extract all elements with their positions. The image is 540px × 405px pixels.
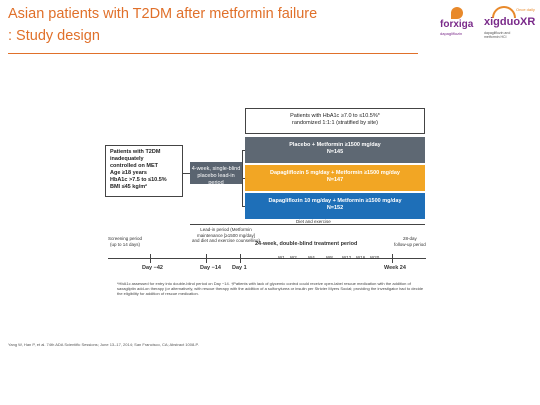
week-w20: W20: [370, 255, 380, 260]
xigduo-logo-tag: Once daily: [516, 7, 535, 12]
week-w12: W12: [342, 255, 352, 260]
footnote: *HbA1c assessed for entry into double-bl…: [117, 281, 424, 297]
timepoint-day-minus42: Day −42: [142, 265, 163, 271]
connector-inclusion-leadin: [183, 173, 190, 174]
timeline-axis: [108, 258, 426, 259]
week-w1: W1: [278, 255, 285, 260]
bracket-arm3: [242, 206, 245, 207]
screening-period-label: Screening period (up to 14 days): [108, 236, 143, 247]
xigduo-logo: Once daily xigduoXR dapagliflozin and me…: [484, 6, 538, 40]
reference-citation: Yang W, Han P, et al. 74th ADA Scientifi…: [8, 342, 199, 347]
forxiga-logo: forxiga dapagliflozin: [440, 7, 474, 36]
lead-in-box: 4-week, single-blind placebo lead-in per…: [190, 162, 242, 186]
week-w2: W2: [290, 255, 297, 260]
tick-week-24: [392, 254, 393, 263]
diet-exercise-line: [190, 224, 425, 225]
forxiga-logo-subtext: dapagliflozin: [440, 31, 463, 36]
treatment-arm-placebo: Placebo + Metformin ≥1500 mg/day N=145: [245, 137, 425, 163]
week-w16: W16: [356, 255, 366, 260]
bracket-arm2: [242, 178, 245, 179]
treatment-period-label: 24-week, double-blind treatment period: [255, 241, 358, 247]
diet-exercise-label: Diet and exercise: [296, 219, 331, 224]
page-subtitle: : Study design: [8, 28, 100, 44]
tick-day-minus42: [150, 254, 151, 263]
treatment-arm-dapa-5mg: Dapagliflozin 5 mg/day + Metformin ≥1500…: [245, 165, 425, 191]
xigduo-logo-wordmark: xigduoXR: [484, 16, 536, 28]
title-underline: [8, 53, 418, 54]
week-w8: W8: [326, 255, 333, 260]
timepoint-week-24: Week 24: [384, 265, 406, 271]
lead-in-period-label: Lead-in period (Metformin maintenance [≥…: [192, 227, 261, 243]
bracket-arm1: [242, 150, 245, 151]
follow-up-period-label: 28-day follow-up period: [394, 236, 426, 247]
tick-day-minus14: [206, 254, 207, 263]
week-w4: W4: [308, 255, 315, 260]
tick-day-1: [240, 254, 241, 263]
timepoint-day-minus14: Day −14: [200, 265, 221, 271]
inclusion-criteria-box: Patients with T2DM inadequately controll…: [105, 145, 183, 197]
forxiga-logo-wordmark: forxiga: [440, 19, 474, 30]
page-title: Asian patients with T2DM after metformin…: [8, 6, 318, 22]
timepoint-day-1: Day 1: [232, 265, 247, 271]
forxiga-logo-mark-icon: [451, 7, 463, 19]
xigduo-logo-subtext: dapagliflozin and metformin HCl: [484, 31, 511, 39]
eligibility-box: Patients with HbA1c ≥7.0 to ≤10.5%* rand…: [245, 108, 425, 134]
treatment-arm-dapa-10mg: Dapagliflozin 10 mg/day + Metformin ≥150…: [245, 193, 425, 219]
